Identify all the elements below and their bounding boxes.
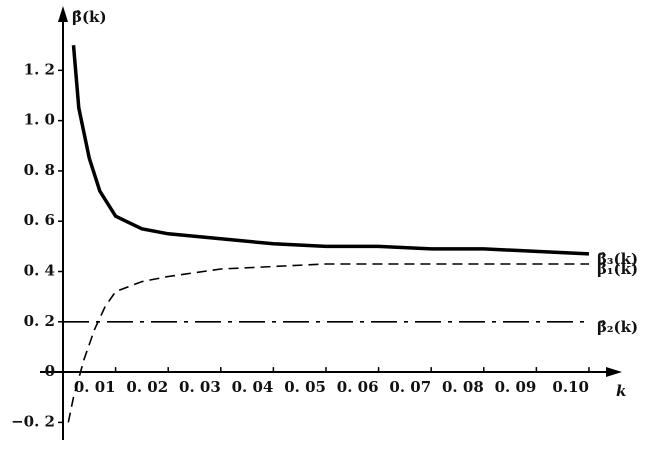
- x-axis-label: k: [616, 382, 626, 400]
- y-tick-label: 0. 8: [24, 161, 55, 179]
- x-arrow: [606, 367, 622, 377]
- legend-label: β̂₂(k): [597, 318, 638, 336]
- series-line: [71, 45, 590, 256]
- y-tick-label: −0. 2: [11, 412, 55, 430]
- series-line: [67, 263, 589, 423]
- x-tick-label: 0. 03: [179, 378, 221, 396]
- x-tick-label: 0. 04: [232, 378, 274, 396]
- x-tick-label: 0. 09: [495, 378, 537, 396]
- x-tick-label: 0. 08: [442, 378, 484, 396]
- x-tick-label: 0. 06: [337, 378, 379, 396]
- y-tick-label: 0: [45, 362, 55, 380]
- x-tick-label: 0.10: [552, 378, 589, 396]
- y-arrow: [58, 6, 68, 22]
- x-tick-label: 0. 01: [74, 378, 116, 396]
- x-tick-label: 0. 05: [284, 378, 326, 396]
- y-tick-label: 0. 4: [24, 262, 55, 280]
- y-tick-label: 1. 0: [24, 111, 55, 129]
- y-tick-label: 1. 2: [24, 60, 55, 78]
- y-tick-label: 0. 6: [24, 211, 55, 229]
- x-tick-label: 0. 02: [126, 378, 168, 396]
- y-tick-label: 0. 2: [24, 312, 55, 330]
- legend-label: β̂₁(k): [597, 260, 638, 278]
- y-axis-label: β̂(k): [72, 8, 107, 26]
- x-tick-label: 0. 07: [389, 378, 431, 396]
- legend-label: β̂₃(k): [597, 250, 638, 268]
